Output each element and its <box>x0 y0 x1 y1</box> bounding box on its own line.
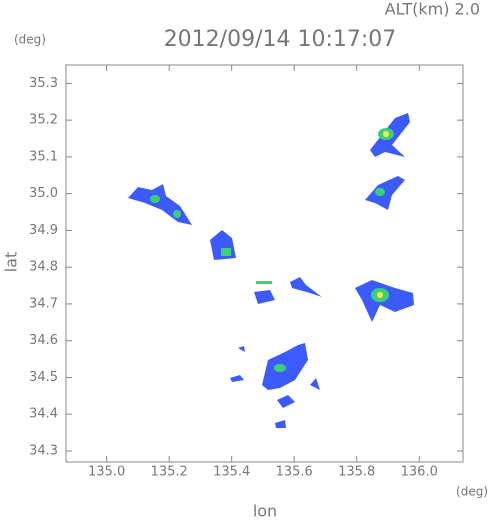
y-tick-label: 34.8 <box>29 260 58 275</box>
y-tick-label: 35.0 <box>29 186 58 201</box>
y-tick-label: 34.7 <box>29 296 58 311</box>
y-tick-label: 35.2 <box>29 113 58 128</box>
echo-core <box>221 248 231 256</box>
chart-title: 2012/09/14 10:17:07 <box>164 27 397 52</box>
x-unit: (deg) <box>456 485 488 499</box>
y-tick-label: 34.4 <box>29 407 58 422</box>
echo <box>290 277 322 297</box>
echo <box>275 420 286 428</box>
x-axis-label: lon <box>253 502 277 521</box>
y-tick-label: 34.5 <box>29 370 58 385</box>
echo-core <box>274 364 286 372</box>
echo-core <box>383 131 389 137</box>
y-axis-label: lat <box>2 252 21 273</box>
echo-core <box>150 195 160 203</box>
echo <box>310 378 320 390</box>
y-tick-label: 34.9 <box>29 223 58 238</box>
x-tick-label: 135.0 <box>88 465 125 480</box>
x-tick-label: 135.4 <box>213 465 250 480</box>
y-tick-label: 35.1 <box>29 149 58 164</box>
y-tick-label: 35.3 <box>29 76 58 91</box>
echo <box>238 346 245 352</box>
echo <box>365 176 405 210</box>
x-tick-label: 135.8 <box>338 465 375 480</box>
echo-core <box>256 281 272 284</box>
echoes <box>128 113 414 428</box>
y-tick-label: 34.3 <box>29 443 58 458</box>
echo-core <box>377 292 383 298</box>
x-tick-label: 135.2 <box>151 465 188 480</box>
plot-frame <box>65 64 464 463</box>
x-tick-label: 136.0 <box>401 465 438 480</box>
echo <box>230 375 244 382</box>
echo-core <box>173 210 181 218</box>
echo <box>254 290 275 304</box>
echo <box>128 184 192 225</box>
y-tick-label: 34.6 <box>29 333 58 348</box>
y-unit: (deg) <box>14 33 46 47</box>
echo-core <box>375 188 385 196</box>
echo <box>277 395 295 408</box>
altitude-label: ALT(km) 2.0 <box>385 0 480 19</box>
x-tick-label: 135.6 <box>276 465 313 480</box>
